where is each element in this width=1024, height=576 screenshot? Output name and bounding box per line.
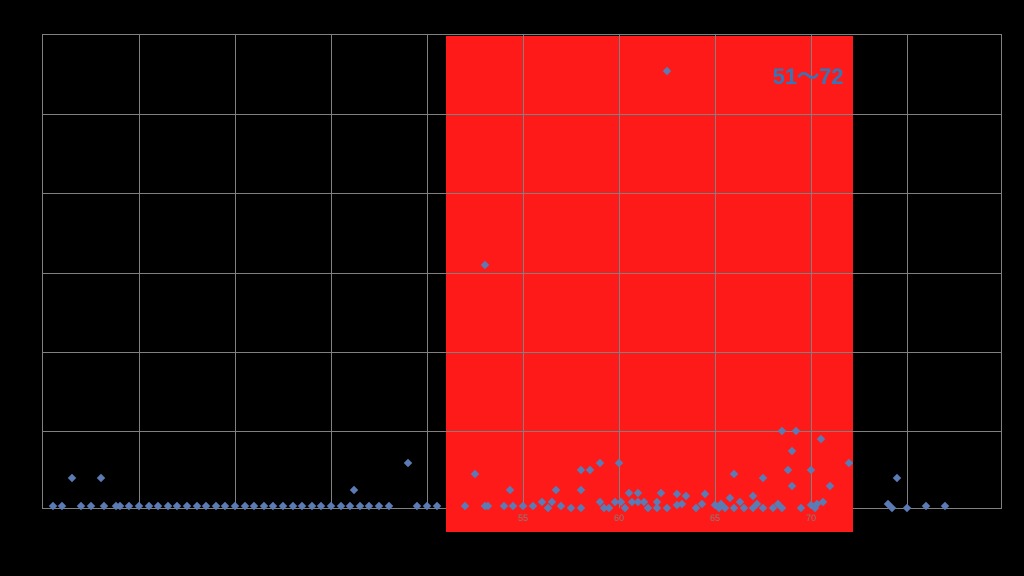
data-point	[336, 502, 344, 510]
data-point	[269, 502, 277, 510]
data-point	[100, 502, 108, 510]
data-point	[77, 502, 85, 510]
data-point	[231, 502, 239, 510]
data-point	[154, 502, 162, 510]
data-point	[183, 502, 191, 510]
annotation-text: 51～72	[773, 64, 844, 89]
x-tick-label: 65	[710, 513, 720, 523]
x-tick-label: 70	[806, 513, 816, 523]
data-point	[250, 502, 258, 510]
data-point	[288, 502, 296, 510]
data-point	[365, 502, 373, 510]
data-point	[212, 502, 220, 510]
data-point	[413, 502, 421, 510]
data-point	[240, 502, 248, 510]
data-point	[164, 502, 172, 510]
data-point	[327, 502, 335, 510]
data-point	[350, 486, 358, 494]
data-point	[298, 502, 306, 510]
data-point	[384, 502, 392, 510]
data-point	[125, 502, 133, 510]
data-point	[144, 502, 152, 510]
data-point	[317, 502, 325, 510]
scatter-chart: 51～72 55606570	[42, 34, 1002, 509]
x-tick-label: 60	[614, 513, 624, 523]
data-point	[58, 502, 66, 510]
data-point	[432, 502, 440, 510]
x-tick-label: 55	[518, 513, 528, 523]
data-point	[279, 502, 287, 510]
data-point	[423, 502, 431, 510]
range-annotation: 51～72	[773, 59, 844, 91]
data-point	[887, 504, 895, 512]
data-point	[903, 504, 911, 512]
highlight-band	[446, 36, 853, 532]
data-point	[221, 502, 229, 510]
data-point	[375, 502, 383, 510]
data-point	[260, 502, 268, 510]
data-point	[135, 502, 143, 510]
data-point	[893, 474, 901, 482]
data-point	[48, 502, 56, 510]
data-point	[941, 502, 949, 510]
data-point	[308, 502, 316, 510]
data-point	[356, 502, 364, 510]
data-point	[87, 502, 95, 510]
data-point	[96, 474, 104, 482]
data-point	[922, 502, 930, 510]
data-point	[404, 458, 412, 466]
data-point	[173, 502, 181, 510]
data-point	[346, 502, 354, 510]
data-point	[202, 502, 210, 510]
plot-area: 51～72 55606570	[42, 34, 1002, 509]
data-point	[192, 502, 200, 510]
data-point	[68, 474, 76, 482]
